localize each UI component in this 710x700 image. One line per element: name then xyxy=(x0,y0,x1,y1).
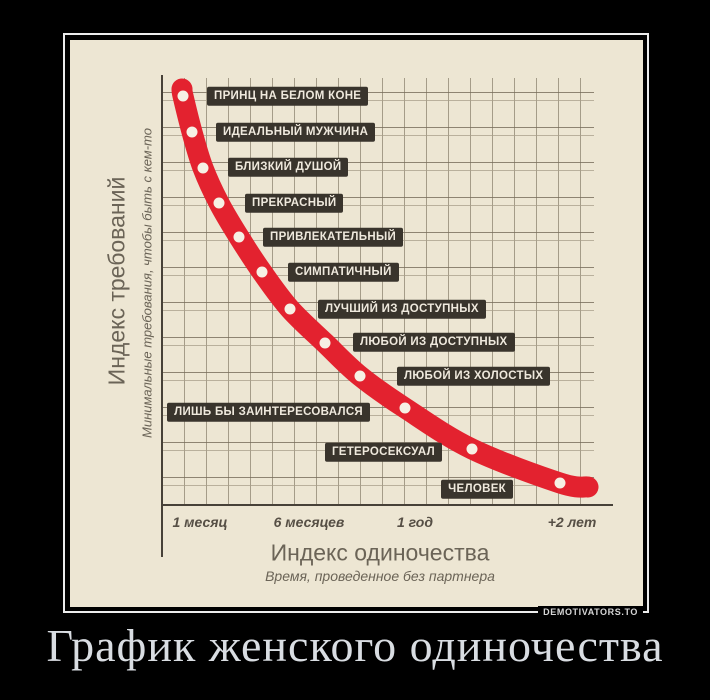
x-tick-label: 1 месяц xyxy=(172,514,228,530)
poster-image: Индекс требований Минимальные требования… xyxy=(70,40,643,607)
x-tick-label: 6 месяцев xyxy=(273,514,345,530)
curve-point-label: ЛУЧШИЙ ИЗ ДОСТУПНЫХ xyxy=(318,299,486,319)
curve-point-label: ЛЮБОЙ ИЗ ХОЛОСТЫХ xyxy=(397,366,551,386)
x-axis-subtitle: Время, проведенное без партнера xyxy=(265,568,495,584)
curve-point-label: СИМПАТИЧНЫЙ xyxy=(288,262,399,282)
curve-point-label: ЛЮБОЙ ИЗ ДОСТУПНЫХ xyxy=(353,332,515,352)
curve-point-label: БЛИЗКИЙ ДУШОЙ xyxy=(228,157,349,177)
curve-point-label: ЧЕЛОВЕК xyxy=(441,479,513,499)
x-tick-label: 1 год xyxy=(396,514,434,530)
curve-point-label: ПРЕКРАСНЫЙ xyxy=(245,193,344,213)
y-axis-subtitle: Минимальные требования, чтобы быть с кем… xyxy=(139,128,155,438)
curve-point-label: ПРИНЦ НА БЕЛОМ КОНЕ xyxy=(207,86,369,106)
curve-point-label: ЛИШЬ БЫ ЗАИНТЕРЕСОВАЛСЯ xyxy=(167,402,370,422)
x-axis-title: Индекс одиночества xyxy=(270,539,490,566)
curve-point-label: ГЕТЕРОСЕКСУАЛ xyxy=(324,442,442,462)
caption: График женского одиночества xyxy=(46,620,664,671)
poster-frame: Индекс требований Минимальные требования… xyxy=(63,33,649,618)
curve-point-label: ИДЕАЛЬНЫЙ МУЖЧИНА xyxy=(216,122,376,142)
watermark: DEMOTIVATORS.TO xyxy=(538,606,643,618)
y-axis-line xyxy=(161,75,163,557)
curve-point-label: ПРИВЛЕКАТЕЛЬНЫЙ xyxy=(263,227,404,247)
x-axis-line xyxy=(161,504,613,506)
x-tick-label: +2 лет xyxy=(547,514,597,530)
y-axis-title: Индекс требований xyxy=(103,176,130,386)
